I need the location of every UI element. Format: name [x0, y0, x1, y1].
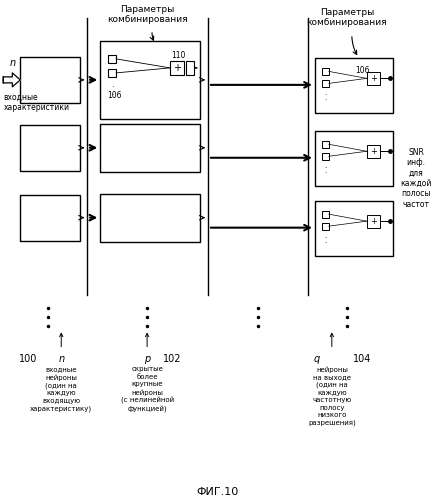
Text: ·
·: · · — [111, 83, 113, 100]
Text: +: + — [369, 147, 376, 156]
Text: 100: 100 — [19, 354, 37, 364]
Text: ·
·: · · — [323, 92, 326, 104]
Text: 110: 110 — [171, 51, 185, 60]
Bar — [108, 69, 116, 77]
Text: +: + — [369, 216, 376, 226]
Text: скрытые
более
крупные
нейроны
(с нелинейной
функцией): скрытые более крупные нейроны (с нелиней… — [120, 366, 173, 413]
Text: Параметры
комбинирования: Параметры комбинирования — [306, 8, 386, 28]
Bar — [314, 58, 392, 113]
Text: ФИГ.10: ФИГ.10 — [195, 488, 237, 498]
Bar — [321, 68, 328, 75]
Bar — [321, 222, 328, 230]
Text: SNR
инф.
для
каждой
полосы
частот: SNR инф. для каждой полосы частот — [399, 148, 431, 209]
Bar — [100, 124, 200, 172]
Bar — [321, 80, 328, 87]
Text: p: p — [144, 354, 150, 364]
Text: 106: 106 — [354, 66, 368, 75]
Bar — [170, 61, 184, 75]
Text: Параметры
комбинирования: Параметры комбинирования — [107, 5, 187, 24]
Bar — [321, 141, 328, 148]
Bar — [321, 153, 328, 160]
Bar — [321, 210, 328, 218]
Text: n: n — [9, 58, 15, 68]
Bar — [20, 57, 80, 103]
Bar — [314, 131, 392, 186]
Text: входные
характеристики: входные характеристики — [3, 93, 69, 112]
Text: 102: 102 — [162, 354, 181, 364]
Text: +: + — [369, 74, 376, 83]
Text: входные
нейроны
(один на
каждую
входящую
характеристику): входные нейроны (один на каждую входящую… — [30, 366, 92, 412]
Text: ·
·: · · — [323, 234, 326, 246]
Bar — [100, 41, 200, 119]
Bar — [366, 214, 379, 228]
Text: 106: 106 — [107, 91, 122, 100]
Text: нейроны
на выходе
(один на
каждую
частотную
полосу
низкого
разрешения): нейроны на выходе (один на каждую частот… — [307, 366, 355, 426]
Bar — [366, 145, 379, 158]
Text: 104: 104 — [352, 354, 370, 364]
Bar — [186, 61, 194, 75]
Bar — [20, 125, 80, 170]
Bar — [108, 55, 116, 63]
Text: n: n — [58, 354, 64, 364]
Bar — [314, 200, 392, 256]
Bar — [366, 72, 379, 85]
Text: +: + — [173, 63, 181, 73]
Bar — [100, 194, 200, 242]
Bar — [20, 194, 80, 240]
Text: q: q — [313, 354, 319, 364]
Polygon shape — [3, 73, 20, 87]
Text: ·
·: · · — [323, 164, 326, 176]
